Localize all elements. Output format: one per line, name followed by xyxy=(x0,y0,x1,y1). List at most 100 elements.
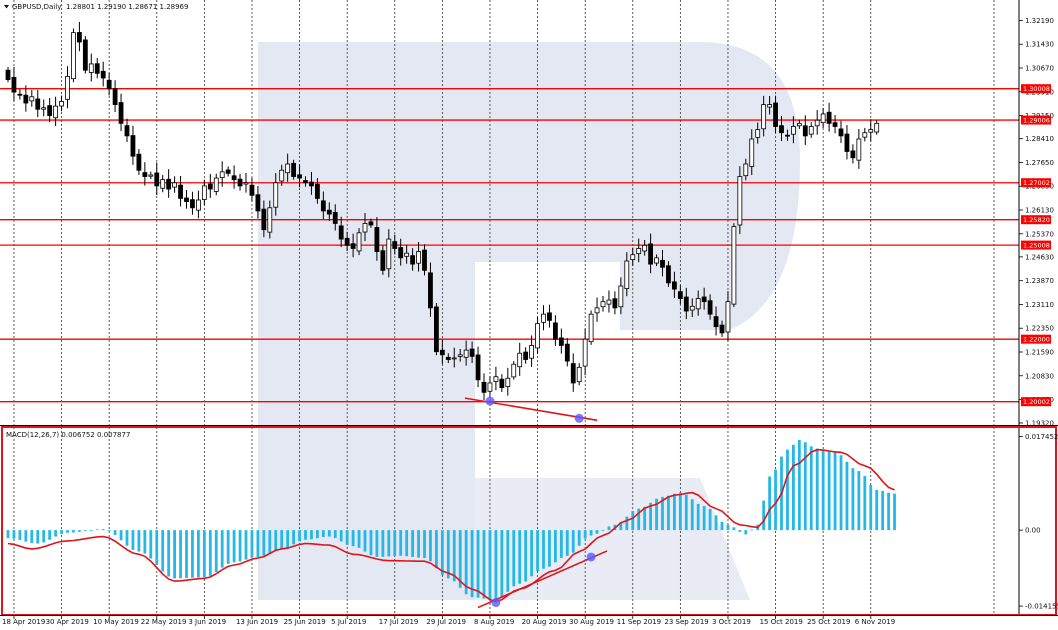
level-label-bg xyxy=(1021,178,1051,188)
x-tick-label: 30 Apr 2019 xyxy=(46,618,89,626)
macd-bar xyxy=(803,442,807,531)
macd-bar xyxy=(316,530,319,539)
macd-bar xyxy=(60,530,63,534)
candle-body xyxy=(178,184,183,199)
candle-body xyxy=(392,241,398,249)
y-tick-label: 1.19320 xyxy=(1025,420,1054,428)
candle-body xyxy=(362,223,368,233)
candle-body xyxy=(350,243,356,249)
candle-body xyxy=(558,337,564,346)
macd-bar xyxy=(399,530,403,556)
macd-bar xyxy=(197,530,200,578)
macd-bar xyxy=(470,530,474,598)
macd-bar xyxy=(381,530,385,557)
macd-tick-label: 0.00 xyxy=(1025,527,1041,535)
macd-bar xyxy=(113,530,117,535)
macd-bar xyxy=(744,530,748,535)
macd-bar xyxy=(797,439,801,531)
candle-body xyxy=(154,172,160,187)
candle-body xyxy=(451,357,457,360)
macd-bar xyxy=(143,530,147,554)
y-tick-label: 1.23870 xyxy=(1025,277,1054,285)
candle-body xyxy=(749,138,755,167)
macd-bar xyxy=(107,530,111,531)
macd-bar xyxy=(506,530,510,592)
macd-bar xyxy=(673,493,676,531)
level-label: 1.20002 xyxy=(1023,398,1050,406)
candle-body xyxy=(261,208,267,231)
x-tick-label: 22 May 2019 xyxy=(141,618,187,626)
macd-tick-label: 0.017452 xyxy=(1025,433,1058,441)
macd-divergence-line[interactable] xyxy=(477,550,608,609)
y-tick-label: 1.20830 xyxy=(1025,372,1054,380)
candle-body xyxy=(773,102,778,127)
macd-bar xyxy=(601,530,605,531)
level-label-bg xyxy=(1021,397,1051,407)
macd-bar xyxy=(726,524,730,531)
macd-bar xyxy=(202,530,206,578)
candle-body xyxy=(832,122,838,127)
candle-body xyxy=(23,94,29,104)
candle-body xyxy=(517,352,523,368)
level-label: 1.29006 xyxy=(1023,117,1050,125)
candle-body xyxy=(547,312,552,321)
candle-body xyxy=(53,105,58,119)
macd-axis-ticks: 0.017452 0.00 -0.014155 xyxy=(1019,433,1058,611)
candle-body xyxy=(410,255,416,265)
macd-bar xyxy=(137,530,141,552)
macd-bar xyxy=(887,492,890,531)
symbol-header[interactable]: GBPUSD,Daily 1.28801 1.29190 1.28671 1.2… xyxy=(4,3,188,11)
candle-body xyxy=(755,129,761,138)
macd-bar xyxy=(149,530,153,559)
candle-body xyxy=(707,300,713,315)
level-price-labels: 1.30008 1.29006 1.27002 1.25820 1.25008 1.220… xyxy=(1021,84,1051,407)
macd-signal-line xyxy=(7,448,895,603)
macd-bar xyxy=(571,530,575,553)
macd-bar xyxy=(857,471,861,531)
candle-body xyxy=(725,301,731,333)
macd-bar xyxy=(452,530,456,582)
level-label: 1.30008 xyxy=(1023,85,1050,93)
macd-bar xyxy=(66,530,69,533)
candle-body xyxy=(588,313,594,343)
macd-bar xyxy=(179,530,182,579)
macd-bar xyxy=(750,529,754,531)
candle-body xyxy=(874,122,880,133)
candle-body xyxy=(184,197,189,202)
macd-bar xyxy=(333,530,337,539)
candle-body xyxy=(499,378,505,389)
macd-bar xyxy=(625,516,629,531)
candle-body xyxy=(255,194,261,212)
macd-bar xyxy=(286,530,290,548)
macd-bar xyxy=(214,530,218,573)
macd-bar xyxy=(411,530,414,557)
candle-body xyxy=(416,251,421,264)
level-label-bg xyxy=(1021,240,1051,250)
candle-body xyxy=(422,249,427,271)
candle-body xyxy=(791,126,796,135)
macd-bar xyxy=(667,495,670,531)
macd-bar xyxy=(458,530,462,588)
y-tick-label: 1.25370 xyxy=(1025,230,1054,238)
candle-body xyxy=(29,96,35,102)
macd-bar xyxy=(83,530,87,531)
macd-bar xyxy=(191,530,194,578)
candle-body xyxy=(5,69,11,80)
candle-body xyxy=(743,163,749,177)
macd-bar xyxy=(161,530,165,572)
candle-body xyxy=(463,349,469,358)
candle-body xyxy=(94,63,100,74)
candle-body xyxy=(719,324,725,334)
candle-body xyxy=(606,299,612,305)
candle-body xyxy=(850,150,856,159)
macd-bar xyxy=(554,530,557,563)
x-tick-label: 15 Oct 2019 xyxy=(760,618,803,626)
candle-body xyxy=(160,179,166,189)
candle-body xyxy=(683,296,689,312)
x-tick-label: 29 Jul 2019 xyxy=(426,618,466,626)
macd-bar xyxy=(185,530,188,579)
candle-body xyxy=(207,183,213,190)
candle-body xyxy=(785,134,790,137)
macd-bar xyxy=(173,530,176,579)
symbol-name: GBPUSD,Daily xyxy=(12,3,61,11)
